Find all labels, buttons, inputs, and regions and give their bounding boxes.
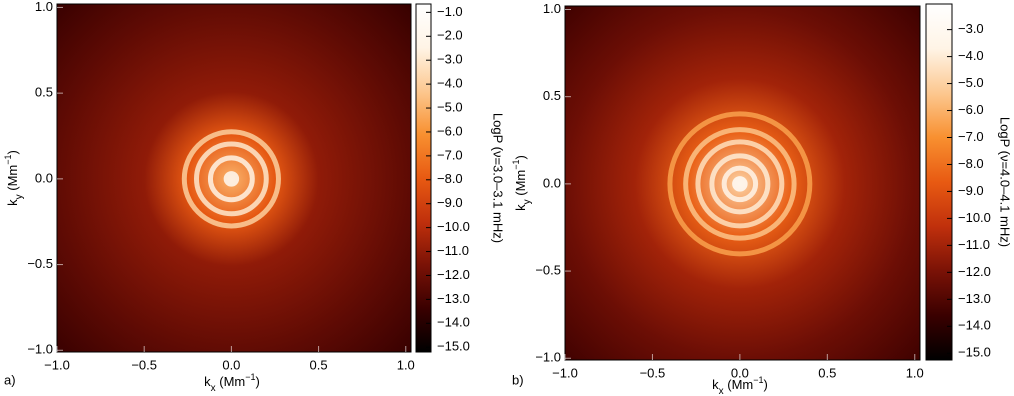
y-tick-label: −1.0: [535, 350, 561, 365]
axis-label-part: y: [522, 199, 533, 204]
power-ring: [695, 139, 785, 229]
colorbar-tick-label: −13.0: [958, 291, 991, 306]
colorbar-tick-label: −5.0: [437, 99, 463, 114]
x-tick-label: −0.5: [640, 365, 666, 380]
colorbar-tick-label: −14.0: [437, 315, 470, 330]
panel-label: a): [4, 372, 16, 387]
power-ring: [181, 129, 281, 229]
y-tick-label: 1.0: [35, 0, 53, 14]
power-ring: [194, 141, 269, 217]
colorbar-tick-label: −4.0: [958, 48, 984, 63]
axis-label-part: (Mm: [5, 165, 20, 195]
power-ring: [732, 176, 748, 192]
axis-label-part: (Mm: [724, 377, 754, 392]
colorbar-label: LogP (ν=4.0–4.1 mHz): [998, 117, 1013, 247]
power-ring: [721, 165, 759, 203]
power-ring: [683, 127, 797, 241]
power-ring: [667, 111, 813, 257]
plot-frame: [564, 5, 921, 361]
colorbar: [925, 3, 953, 361]
y-tick-label: 0.5: [35, 85, 53, 100]
colorbar-tick-label: −4.0: [437, 76, 463, 91]
axis-label-part: −1: [245, 372, 255, 382]
y-tick-label: 0.5: [543, 88, 561, 103]
colorbar-tick-label: −8.0: [958, 156, 984, 171]
y-tick-label: −1.0: [27, 342, 53, 357]
x-tick-label: 0.0: [731, 365, 749, 380]
axis-label-part: (Mm: [513, 170, 528, 200]
colorbar-tick-label: −9.0: [958, 183, 984, 198]
colorbar-tick-label: −12.0: [437, 267, 470, 282]
axis-label-part: ): [5, 150, 20, 154]
colorbar-tick-label: −5.0: [958, 75, 984, 90]
axis-label-part: −1: [753, 375, 763, 385]
axis-label-part: ): [764, 377, 768, 392]
y-tick-label: −0.5: [27, 256, 53, 271]
y-tick-label: −0.5: [535, 263, 561, 278]
x-tick-label: 0.5: [310, 357, 328, 372]
axis-label-part: −1: [3, 154, 13, 164]
colorbar-tick-label: −11.0: [437, 243, 469, 258]
power-ring: [709, 153, 771, 215]
y-tick-label: 1.0: [543, 1, 561, 16]
axis-label: kx (Mm−1): [712, 375, 768, 396]
colorbar-tick-label: −13.0: [437, 291, 470, 306]
colorbar-tick-label: −15.0: [437, 339, 470, 354]
colorbar: [415, 3, 432, 353]
axis-label-part: (Mm: [216, 374, 246, 389]
power-ring: [207, 155, 255, 203]
colorbar-tick-label: −15.0: [958, 345, 991, 360]
power-ring: [223, 171, 240, 187]
axis-label-part: k: [5, 199, 20, 206]
axis-label-part: ): [513, 155, 528, 159]
colorbar-label: LogP (ν=3.0–3.1 mHz): [491, 113, 506, 243]
axis-label-part: k: [712, 377, 719, 392]
axis-label-part: k: [513, 204, 528, 211]
colorbar-tick-label: −6.0: [437, 123, 463, 138]
colorbar-tick-label: −7.0: [958, 129, 984, 144]
colorbar-tick-label: −2.0: [437, 28, 463, 43]
axis-label-part: k: [204, 374, 211, 389]
x-tick-label: 1.0: [397, 357, 415, 372]
x-tick-label: 0.0: [222, 357, 240, 372]
colorbar-tick-label: −14.0: [958, 318, 991, 333]
colorbar-tick-label: −9.0: [437, 195, 463, 210]
colorbar-tick-label: −12.0: [958, 264, 991, 279]
colorbar-tick-label: −3.0: [437, 52, 463, 67]
colorbar-tick-label: −6.0: [958, 102, 984, 117]
colorbar-tick-label: −7.0: [437, 147, 463, 162]
panel-label: b): [512, 372, 524, 387]
axis-label-part: x: [719, 386, 724, 396]
axis-label: ky (Mm−1): [3, 150, 25, 206]
colorbar-tick-label: −10.0: [437, 219, 470, 234]
colorbar-tick-label: −11.0: [958, 237, 990, 252]
x-tick-label: 1.0: [906, 365, 924, 380]
x-tick-label: −0.5: [131, 357, 157, 372]
axis-label: kx (Mm−1): [204, 372, 260, 394]
axis-label: ky (Mm−1): [511, 155, 533, 211]
colorbar-tick-label: −10.0: [958, 210, 991, 225]
x-tick-label: −1.0: [552, 365, 578, 380]
y-tick-label: 0.0: [543, 175, 561, 190]
x-tick-label: 0.5: [818, 365, 836, 380]
colorbar-tick-label: −1.0: [437, 4, 463, 19]
colorbar-tick-label: −3.0: [958, 21, 984, 36]
y-tick-label: 0.0: [35, 170, 53, 185]
axis-label-part: x: [211, 383, 216, 394]
axis-label-part: −1: [511, 159, 521, 169]
plot-frame: [56, 3, 412, 353]
colorbar-tick-label: −8.0: [437, 171, 463, 186]
axis-label-part: ): [256, 374, 260, 389]
axis-label-part: y: [14, 194, 25, 199]
x-tick-label: −1.0: [44, 357, 70, 372]
